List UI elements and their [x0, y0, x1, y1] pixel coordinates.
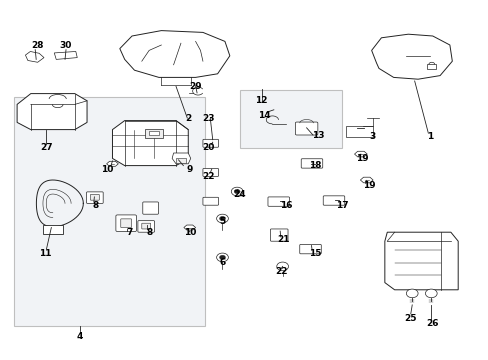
Circle shape	[234, 189, 240, 194]
Text: 8: 8	[92, 201, 98, 210]
FancyBboxPatch shape	[270, 229, 287, 241]
Text: 4: 4	[76, 332, 83, 341]
FancyBboxPatch shape	[301, 159, 322, 168]
FancyBboxPatch shape	[90, 194, 99, 200]
Text: 21: 21	[277, 235, 289, 244]
Polygon shape	[106, 161, 118, 166]
Text: 2: 2	[185, 114, 191, 123]
Polygon shape	[54, 51, 77, 59]
Text: 29: 29	[189, 82, 202, 91]
Circle shape	[219, 255, 225, 260]
FancyBboxPatch shape	[299, 244, 321, 254]
Bar	[176, 158, 185, 163]
FancyBboxPatch shape	[203, 168, 218, 176]
Text: 9: 9	[186, 165, 193, 174]
FancyBboxPatch shape	[116, 215, 136, 231]
Text: 18: 18	[308, 161, 321, 170]
Bar	[149, 131, 159, 135]
Polygon shape	[384, 232, 457, 290]
FancyBboxPatch shape	[295, 122, 317, 135]
Text: 26: 26	[426, 320, 438, 328]
Text: 22: 22	[274, 267, 287, 276]
FancyBboxPatch shape	[323, 196, 344, 205]
Text: 14: 14	[257, 111, 270, 120]
Text: 6: 6	[219, 258, 225, 267]
Text: 22: 22	[202, 172, 215, 181]
Text: 24: 24	[233, 190, 245, 199]
Circle shape	[406, 289, 417, 298]
FancyBboxPatch shape	[267, 197, 289, 206]
Bar	[43, 225, 62, 234]
Text: 20: 20	[202, 143, 215, 152]
Text: 10: 10	[183, 228, 196, 237]
Text: 12: 12	[255, 96, 267, 105]
Circle shape	[231, 187, 243, 196]
Bar	[239, 90, 342, 148]
FancyBboxPatch shape	[86, 192, 103, 203]
Circle shape	[216, 253, 228, 262]
Polygon shape	[354, 151, 366, 157]
Text: 30: 30	[60, 40, 72, 49]
Polygon shape	[17, 94, 87, 130]
Text: 8: 8	[146, 228, 152, 237]
Bar	[14, 97, 205, 326]
FancyBboxPatch shape	[138, 221, 154, 232]
Bar	[145, 129, 163, 138]
Bar	[346, 126, 372, 137]
Circle shape	[276, 262, 288, 271]
Polygon shape	[25, 51, 44, 62]
FancyBboxPatch shape	[203, 197, 218, 205]
Text: 19: 19	[355, 154, 367, 163]
Text: 10: 10	[101, 165, 113, 174]
Text: 11: 11	[39, 249, 52, 258]
Text: 25: 25	[404, 314, 416, 323]
Circle shape	[425, 289, 436, 298]
Polygon shape	[172, 153, 190, 164]
Text: 13: 13	[311, 130, 324, 139]
FancyBboxPatch shape	[142, 223, 150, 229]
Polygon shape	[360, 177, 372, 183]
Circle shape	[219, 216, 225, 221]
FancyBboxPatch shape	[203, 139, 218, 147]
Text: 5: 5	[219, 217, 225, 226]
Text: 28: 28	[31, 40, 44, 49]
Text: 19: 19	[362, 181, 375, 190]
Polygon shape	[371, 34, 451, 79]
Text: 1: 1	[427, 132, 432, 141]
Text: 27: 27	[40, 143, 53, 152]
Circle shape	[216, 214, 228, 223]
Text: 15: 15	[308, 249, 321, 258]
FancyBboxPatch shape	[121, 219, 131, 228]
Polygon shape	[120, 31, 229, 77]
Polygon shape	[183, 225, 195, 230]
FancyBboxPatch shape	[142, 202, 158, 214]
Text: 16: 16	[279, 201, 292, 210]
Bar	[426, 64, 435, 69]
Text: 7: 7	[126, 228, 133, 237]
Text: 23: 23	[202, 114, 215, 123]
Text: 3: 3	[369, 132, 375, 141]
Polygon shape	[112, 121, 188, 166]
Text: 17: 17	[335, 201, 348, 210]
